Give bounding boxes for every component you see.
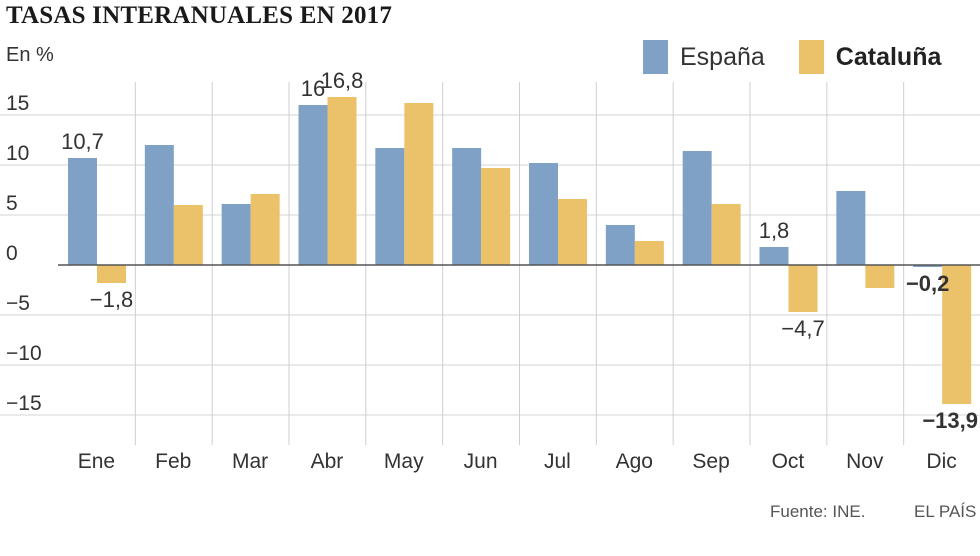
- legend-swatch-cataluna: [798, 40, 824, 74]
- x-tick-label: May: [384, 450, 424, 473]
- labels-layer: Ene Feb Mar Abr May Jun Jul Ago Sep Oct Nov Dic 10,7…: [61, 68, 978, 473]
- x-tick-label: Sep: [692, 450, 729, 473]
- bar-1-ago: [634, 241, 664, 265]
- bar-0-may: [375, 148, 405, 265]
- y-tick-label: −5: [6, 292, 30, 315]
- x-tick-label: Jun: [464, 450, 498, 473]
- data-label: −13,9: [922, 408, 978, 433]
- bar-1-dic: [942, 265, 972, 404]
- bar-0-oct: [759, 247, 789, 265]
- bar-1-abr: [327, 97, 357, 265]
- data-label: 1,8: [759, 218, 790, 243]
- bar-1-oct: [788, 265, 818, 312]
- y-tick-label: 10: [6, 142, 29, 165]
- legend-item-espana: España: [643, 40, 765, 74]
- x-tick-label: Ago: [616, 450, 653, 473]
- y-axis-unit-label: En %: [6, 44, 54, 66]
- bar-0-feb: [144, 145, 174, 265]
- chart-title: TASAS INTERANUALES EN 2017: [6, 2, 393, 29]
- y-tick-label: 0: [6, 242, 18, 265]
- bar-0-jun: [452, 148, 482, 265]
- bar-chart: 15 10 5 0 −5 −10 −15 Ene Feb Mar Abr May Jun Jul Ago S…: [0, 68, 980, 473]
- y-tick-label: 15: [6, 92, 29, 115]
- x-tick-label: Dic: [926, 450, 956, 473]
- legend-swatch-espana: [643, 40, 668, 74]
- data-label: −1,8: [90, 287, 133, 312]
- bar-1-jul: [558, 199, 587, 265]
- bar-0-ago: [605, 225, 635, 265]
- x-tick-label: Nov: [846, 450, 884, 473]
- y-tick-label: 5: [6, 192, 18, 215]
- bar-1-nov: [865, 265, 895, 288]
- bars-layer: [68, 97, 972, 404]
- bar-1-may: [404, 103, 434, 265]
- bar-1-jun: [481, 168, 511, 265]
- bar-1-ene: [97, 265, 126, 283]
- x-tick-label: Abr: [311, 450, 344, 473]
- bar-1-mar: [250, 194, 280, 265]
- bar-1-sep: [711, 204, 741, 265]
- bar-0-ene: [68, 158, 97, 265]
- chart-legend: España Cataluña: [643, 40, 941, 74]
- x-tick-label: Feb: [155, 450, 191, 473]
- legend-label-espana: España: [680, 42, 765, 71]
- bar-0-sep: [682, 151, 712, 265]
- data-label: −0,2: [906, 271, 949, 296]
- legend-label-cataluna: Cataluña: [835, 42, 942, 71]
- data-label: 16: [301, 76, 325, 101]
- bar-0-jul: [529, 163, 558, 265]
- data-label: −4,7: [781, 316, 824, 341]
- x-tick-label: Ene: [78, 450, 115, 473]
- grid-layer: 15 10 5 0 −5 −10 −15: [0, 82, 980, 445]
- source-note: Fuente: INE.: [770, 502, 866, 521]
- x-tick-label: Jul: [544, 450, 571, 473]
- x-tick-label: Mar: [232, 450, 268, 473]
- x-tick-label: Oct: [772, 450, 805, 473]
- y-tick-label: −15: [6, 392, 42, 415]
- bar-0-nov: [836, 191, 866, 265]
- bar-0-abr: [298, 105, 328, 265]
- bar-0-mar: [221, 204, 251, 265]
- publisher-logo: EL PAÍS: [914, 502, 977, 521]
- y-tick-label: −10: [6, 342, 42, 365]
- legend-item-cataluna: Cataluña: [798, 40, 942, 74]
- data-label: 10,7: [61, 129, 104, 154]
- bar-0-dic: [913, 265, 943, 267]
- bar-1-feb: [173, 205, 203, 265]
- data-label: 16,8: [321, 68, 364, 93]
